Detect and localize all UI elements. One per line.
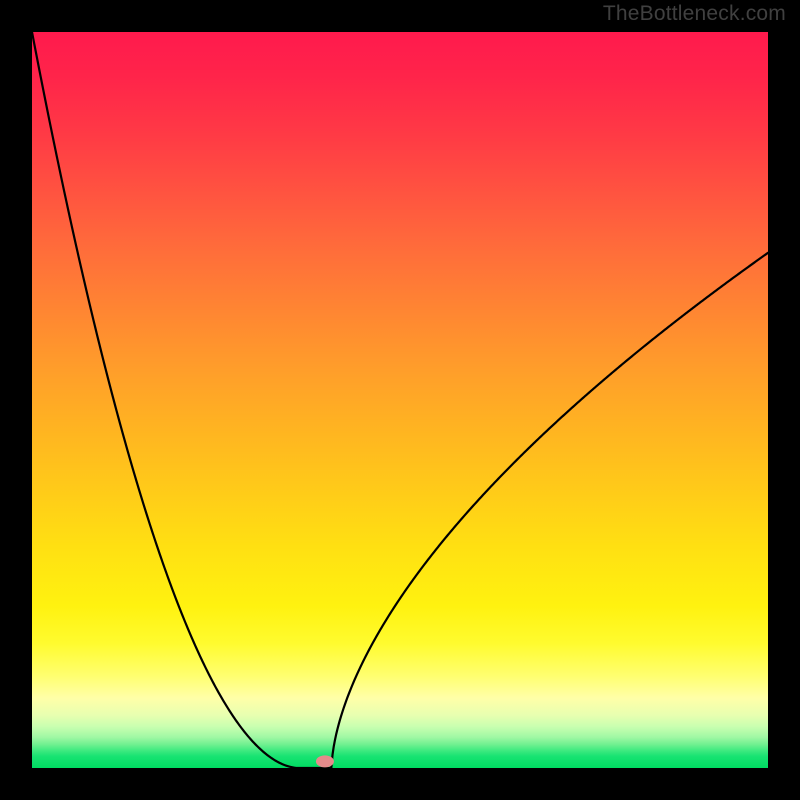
chart-stage: TheBottleneck.com (0, 0, 800, 800)
minimum-marker (316, 755, 334, 767)
watermark-text: TheBottleneck.com (603, 2, 786, 26)
plot-background (32, 32, 768, 768)
bottleneck-curve-chart (0, 0, 800, 800)
